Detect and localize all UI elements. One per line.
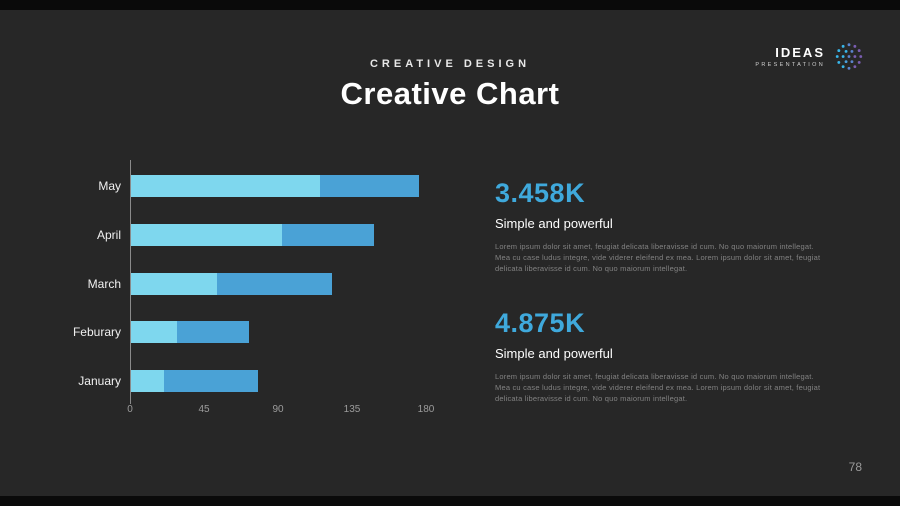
x-tick-label: 45 [198,404,210,415]
page-number: 78 [848,460,862,474]
stat-value: 4.875K [495,308,586,338]
brand-subtitle: PRESENTATION [755,62,825,68]
category-label: Feburary [72,325,121,340]
x-axis-ticks: 0 45 90 135 180 [127,404,434,418]
bar-segment-2 [177,321,250,344]
bar-segment-1 [131,223,283,246]
stat-block-2: 4.875K Simple and powerful Lorem ipsum d… [495,310,830,404]
chart-row: Feburary [73,321,427,344]
stats-column: 3.458K Simple and powerful Lorem ipsum d… [495,180,830,440]
dotted-sphere-icon [835,43,863,70]
page-title: Creative Chart [340,76,560,111]
stat-description: Lorem ipsum dolor sit amet, feugiat deli… [495,372,821,403]
slide-kicker: CREATIVE DESIGN [369,58,531,70]
chart-row: March [88,272,427,295]
stat-description: Lorem ipsum dolor sit amet, feugiat deli… [495,242,821,273]
brand-name: IDEAS [775,45,825,60]
bar-segment-2 [320,175,419,197]
bar-segment-1 [131,321,178,344]
stat-label: Simple and powerful [495,216,613,231]
chart-row: April [97,223,427,246]
brand-logo: IDEAS PRESENTATION [755,38,866,75]
y-axis-line [130,160,131,404]
bar-chart: May April March Feburary January [73,175,427,392]
stat-block-1: 3.458K Simple and powerful Lorem ipsum d… [495,180,830,274]
chart-row: January [78,370,427,392]
x-tick-label: 135 [343,404,361,415]
bar-segment-1 [131,272,217,295]
chart-row: May [98,175,427,197]
x-tick-label: 90 [272,404,284,415]
bar-segment-1 [131,370,164,392]
bottom-letterbox-bar [0,496,900,506]
category-label: January [78,374,121,388]
category-label: April [96,227,121,242]
category-label: May [98,179,121,193]
stat-value: 3.458K [495,178,586,208]
bar-segment-2 [163,370,258,392]
bar-segment-2 [282,223,375,246]
bar-segment-2 [216,272,332,295]
bar-segment-1 [131,175,321,197]
x-tick-label: 180 [417,404,435,415]
top-letterbox-bar [0,0,900,10]
x-tick-label: 0 [127,404,133,415]
category-label: March [87,276,121,291]
stat-label: Simple and powerful [495,346,613,361]
brand-logo-text: IDEAS PRESENTATION [755,45,825,68]
